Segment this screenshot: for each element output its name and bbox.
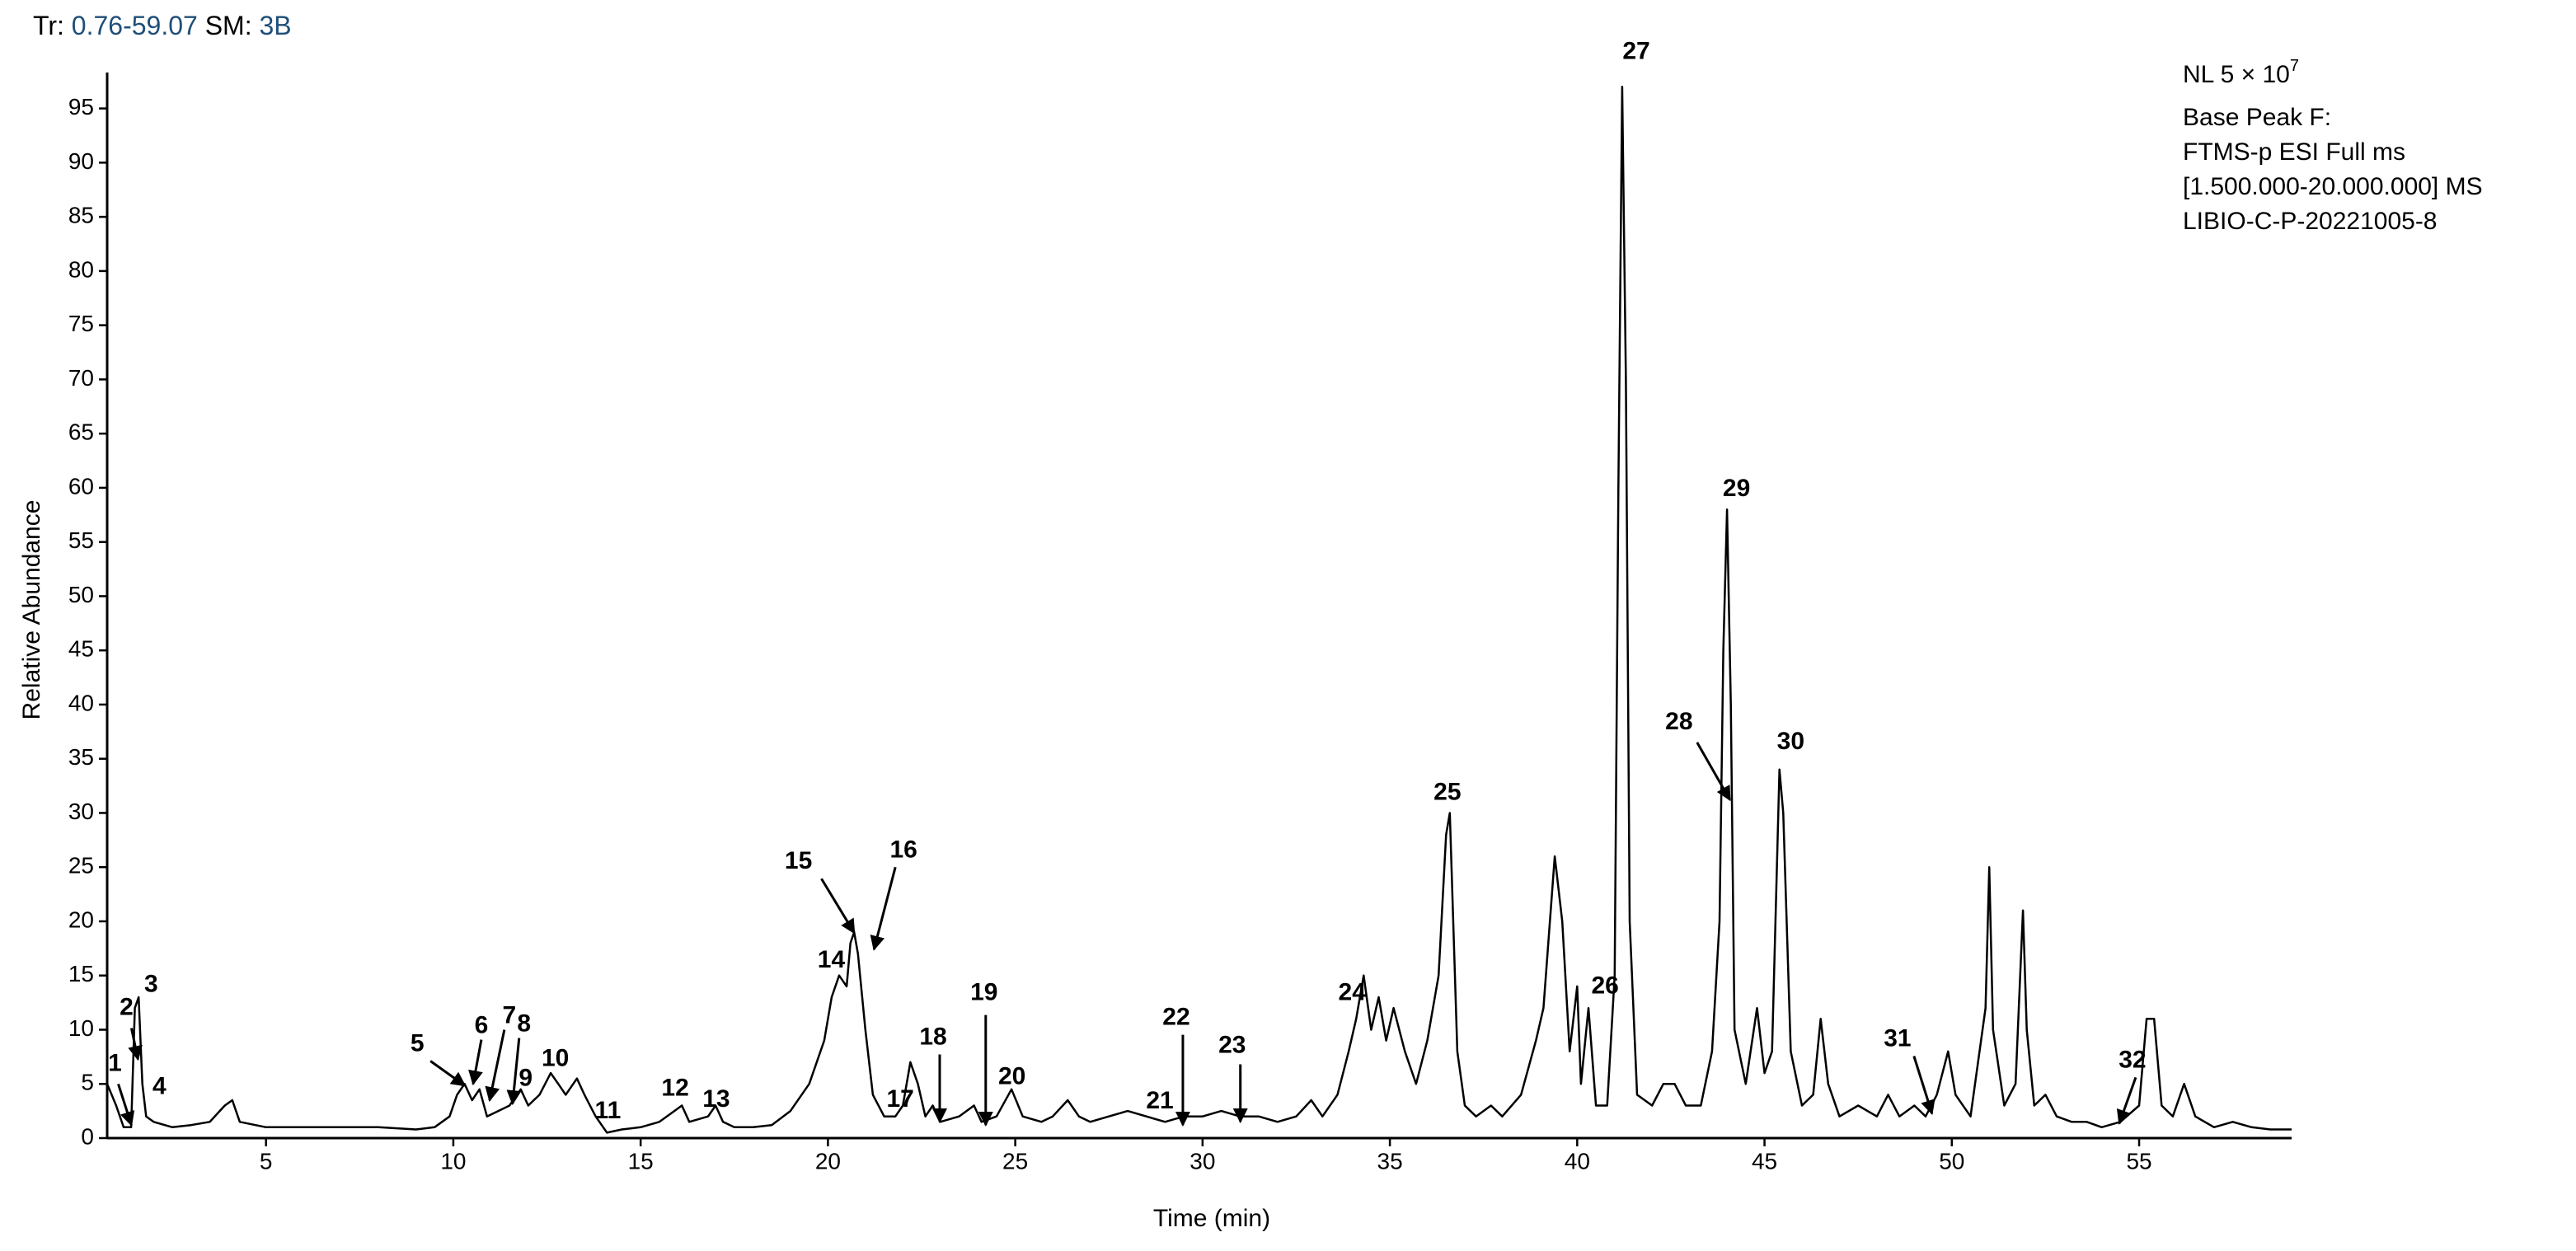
nl: NL 5 × 10 [2183,61,2290,88]
y-tick-label: 50 [68,582,94,607]
peak-arrow [117,1083,135,1127]
peak-label: 12 [661,1074,688,1101]
peak-label: 4 [152,1072,167,1099]
peak-label: 18 [919,1023,946,1050]
y-axis-label: Relative Abundance [18,500,45,720]
peak-arrow [1912,1056,1936,1115]
peak-arrow [820,878,856,935]
sm-label: SM: [205,11,252,40]
x-tick-label: 5 [260,1148,273,1174]
peak-label: 16 [889,836,917,863]
x-tick-label: 50 [1939,1148,1964,1174]
x-axis-label: Time (min) [1153,1205,1270,1232]
peak-label: 1 [108,1049,122,1076]
y-tick-label: 15 [68,961,94,986]
x-tick-label: 30 [1189,1148,1215,1174]
y-tick-label: 45 [68,636,94,662]
peak-label: 26 [1591,972,1618,1000]
peak-label: 6 [475,1012,489,1039]
info-line: FTMS-p ESI Full ms [2183,138,2405,166]
y-tick-label: 60 [68,473,94,499]
peak-label: 27 [1622,38,1649,65]
peak-label: 21 [1146,1087,1173,1114]
trace [106,86,2292,1134]
peak-label: 10 [542,1044,569,1071]
x-tick-label: 25 [1002,1148,1028,1174]
peak-label: 23 [1218,1031,1246,1058]
x-tick-label: 45 [1752,1148,1777,1174]
peak-label: 32 [2119,1046,2146,1073]
y-tick-label: 65 [68,419,94,445]
y-tick-label: 35 [68,744,94,770]
info-line: LIBIO-C-P-20221005-8 [2183,208,2438,235]
peak-label: 31 [1884,1024,1911,1052]
peak-label: 19 [970,979,997,1006]
nl-info: NL 5 × 107 [2183,57,2299,88]
tr-range: 0.76-59.07 [72,11,198,40]
peak-label: 7 [502,1002,516,1029]
y-tick-label: 75 [68,311,94,336]
peak-label: 29 [1723,475,1750,502]
peak-label: 15 [785,847,812,874]
x-tick-label: 20 [815,1148,841,1174]
peak-label: 13 [702,1085,730,1113]
y-tick-label: 95 [68,94,94,119]
peak-label: 9 [518,1064,533,1091]
y-tick-label: 85 [68,203,94,228]
x-tick-label: 15 [628,1148,654,1174]
y-tick-label: 20 [68,907,94,932]
peak-arrow [1696,742,1731,802]
peak-label: 28 [1665,708,1692,735]
peak-arrow [468,1039,483,1086]
peak-arrow [128,1028,143,1061]
peak-label: 30 [1777,728,1804,755]
info-line: Base Peak F: [2183,104,2331,131]
y-tick-label: 25 [68,853,94,879]
y-tick-label: 55 [68,527,94,553]
peak-label: 20 [998,1062,1025,1089]
peak-label: 25 [1433,779,1461,806]
peak-label: 8 [517,1010,531,1038]
y-tick-label: 90 [68,148,94,174]
y-tick-label: 80 [68,256,94,282]
peak-arrow [429,1060,467,1087]
x-tick-label: 40 [1565,1148,1590,1174]
peak-arrow [485,1029,506,1103]
x-tick-label: 35 [1377,1148,1403,1174]
peak-label: 22 [1162,1004,1189,1031]
y-tick-label: 0 [81,1123,94,1149]
tr-label: Tr: [33,11,64,40]
peak-label: 3 [144,971,158,998]
x-tick-label: 55 [2126,1148,2151,1174]
info-line: [1.500.000-20.000.000] MS [2183,173,2483,200]
y-tick-label: 70 [68,365,94,391]
peak-arrow [2116,1076,2137,1125]
x-tick-label: 10 [440,1148,466,1174]
peak-label: 17 [886,1085,913,1113]
peak-label: 2 [120,994,134,1021]
peak-arrow [870,866,897,951]
peak-label: 11 [595,1097,622,1124]
y-tick-label: 10 [68,1015,94,1041]
peak-label: 5 [411,1029,425,1057]
nl-exponent: 7 [2290,57,2299,75]
y-tick-label: 5 [81,1070,94,1095]
peak-arrow [506,1038,522,1106]
peak-label: 14 [818,946,846,973]
sm-value: 3B [259,11,291,40]
peak-label: 24 [1339,979,1367,1006]
y-tick-label: 40 [68,690,94,715]
y-tick-label: 30 [68,799,94,824]
header: Tr: 0.76-59.07 SM: 3B [33,11,292,40]
